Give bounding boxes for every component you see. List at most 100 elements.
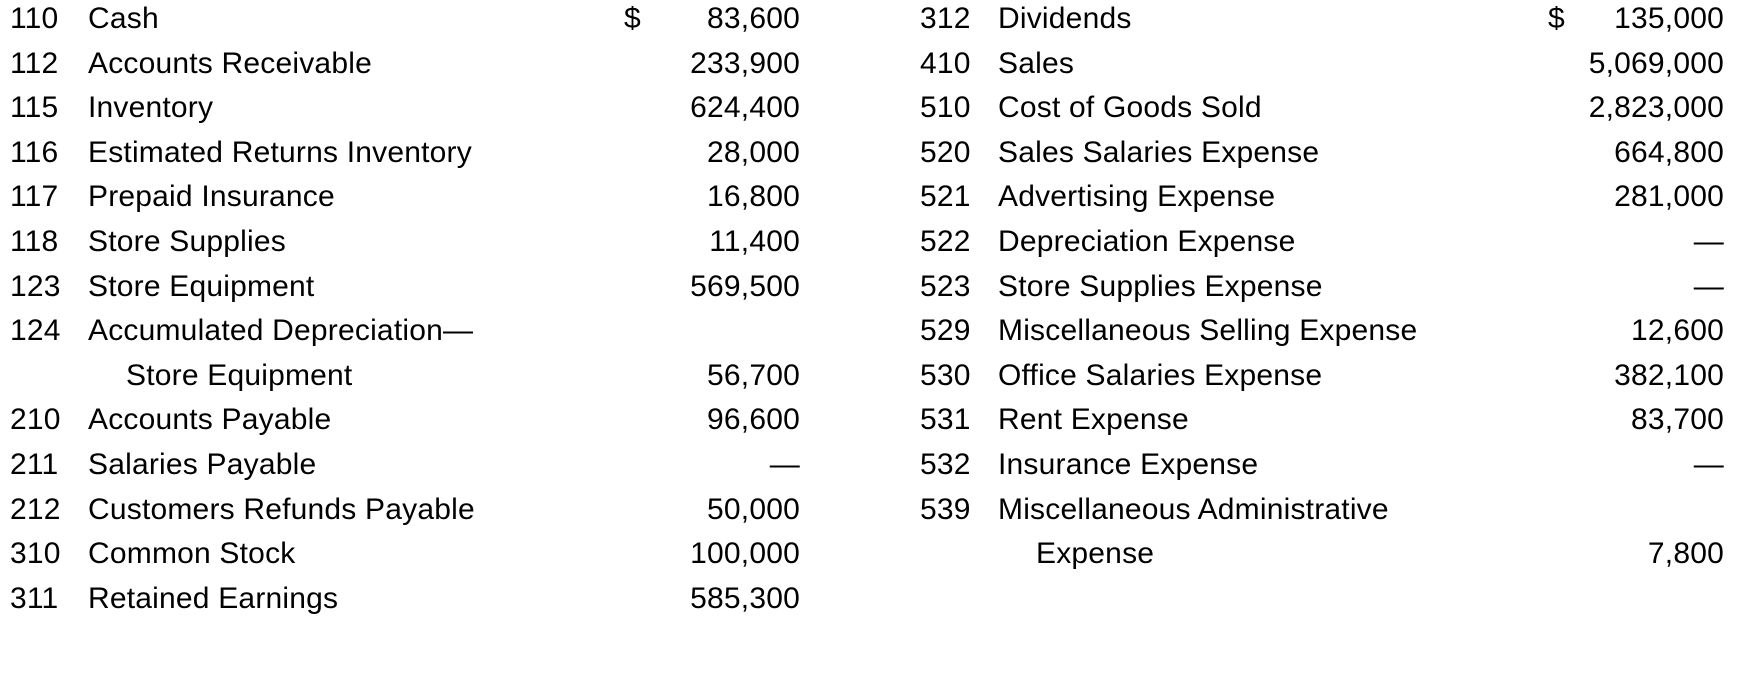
account-number: 117 bbox=[10, 182, 82, 212]
account-row: 123Store Equipment 569,500 bbox=[10, 272, 800, 317]
account-number: 112 bbox=[10, 49, 82, 79]
account-amount: 664,800 bbox=[1524, 138, 1724, 168]
account-row: 410Sales5,069,000 bbox=[920, 49, 1724, 94]
currency-symbol: $ bbox=[1548, 4, 1574, 34]
account-row: 118Store Supplies 11,400 bbox=[10, 227, 800, 272]
account-amount: — bbox=[1524, 450, 1724, 480]
account-amount: 12,600 bbox=[1524, 316, 1724, 346]
account-amount: — bbox=[1524, 272, 1724, 302]
account-row: 531Rent Expense 83,700 bbox=[920, 405, 1724, 450]
amount-value: 11,400 bbox=[650, 227, 800, 257]
amount-value: 83,700 bbox=[1574, 405, 1724, 435]
account-amount: $135,000 bbox=[1524, 4, 1724, 34]
amount-value: 100,000 bbox=[650, 539, 800, 569]
account-name: Store Supplies Expense bbox=[992, 272, 1524, 302]
account-row: 211Salaries Payable— bbox=[10, 450, 800, 495]
account-number: 212 bbox=[10, 495, 82, 525]
account-number: 123 bbox=[10, 272, 82, 302]
account-row: 115Inventory 624,400 bbox=[10, 93, 800, 138]
account-amount: 11,400 bbox=[600, 227, 800, 257]
account-name: Expense bbox=[992, 539, 1524, 569]
amount-value: 624,400 bbox=[650, 93, 800, 123]
account-name: Accumulated Depreciation— bbox=[82, 316, 600, 346]
account-amount: 7,800 bbox=[1524, 539, 1724, 569]
account-name: Store Supplies bbox=[82, 227, 600, 257]
amount-value: 12,600 bbox=[1574, 316, 1724, 346]
account-number: 312 bbox=[920, 4, 992, 34]
amount-value: 135,000 bbox=[1574, 4, 1724, 34]
account-row: 510Cost of Goods Sold 2,823,000 bbox=[920, 93, 1724, 138]
account-amount: 585,300 bbox=[600, 584, 800, 614]
account-number: 115 bbox=[10, 93, 82, 123]
account-row: 112Accounts Receivable233,900 bbox=[10, 49, 800, 94]
account-name: Inventory bbox=[82, 93, 600, 123]
account-row: 522Depreciation Expense — bbox=[920, 227, 1724, 272]
account-amount: 569,500 bbox=[600, 272, 800, 302]
account-amount: $83,600 bbox=[600, 4, 800, 34]
amount-value: 56,700 bbox=[650, 361, 800, 391]
account-number: 532 bbox=[920, 450, 992, 480]
account-name: Accounts Payable bbox=[82, 405, 600, 435]
account-number: 211 bbox=[10, 450, 82, 480]
account-number: 520 bbox=[920, 138, 992, 168]
account-name: Rent Expense bbox=[992, 405, 1524, 435]
account-name: Store Equipment bbox=[82, 272, 600, 302]
account-amount: 16,800 bbox=[600, 182, 800, 212]
account-row: 117Prepaid Insurance16,800 bbox=[10, 182, 800, 227]
account-name: Cost of Goods Sold bbox=[992, 93, 1524, 123]
account-name-continuation: Store Equipment bbox=[88, 359, 352, 392]
account-name: Accounts Receivable bbox=[82, 49, 600, 79]
amount-value: 281,000 bbox=[1574, 182, 1724, 212]
account-row: 532Insurance Expense— bbox=[920, 450, 1724, 495]
account-number: 523 bbox=[920, 272, 992, 302]
amount-value: 7,800 bbox=[1574, 539, 1724, 569]
account-row: 520Sales Salaries Expense664,800 bbox=[920, 138, 1724, 183]
amount-value: 2,823,000 bbox=[1574, 93, 1724, 123]
account-number: 311 bbox=[10, 584, 82, 614]
account-name: Salaries Payable bbox=[82, 450, 600, 480]
account-number: 521 bbox=[920, 182, 992, 212]
account-name: Office Salaries Expense bbox=[992, 361, 1524, 391]
account-name: Miscellaneous Selling Expense bbox=[992, 316, 1524, 346]
account-amount: 624,400 bbox=[600, 93, 800, 123]
account-number: 531 bbox=[920, 405, 992, 435]
account-amount: 28,000 bbox=[600, 138, 800, 168]
amount-value: 569,500 bbox=[650, 272, 800, 302]
account-amount: 5,069,000 bbox=[1524, 49, 1724, 79]
account-amount: 233,900 bbox=[600, 49, 800, 79]
amount-value: 16,800 bbox=[650, 182, 800, 212]
right-column: 312Dividends$135,000410Sales5,069,000510… bbox=[920, 4, 1724, 676]
account-amount: 56,700 bbox=[600, 361, 800, 391]
account-number: 530 bbox=[920, 361, 992, 391]
account-amount: 382,100 bbox=[1524, 361, 1724, 391]
account-name: Store Equipment bbox=[82, 361, 600, 391]
account-row: 212Customers Refunds Payable50,000 bbox=[10, 495, 800, 540]
amount-value: — bbox=[1574, 227, 1724, 257]
account-row: 530Office Salaries Expense 382,100 bbox=[920, 361, 1724, 406]
account-name: Insurance Expense bbox=[992, 450, 1524, 480]
account-row: 521Advertising Expense281,000 bbox=[920, 182, 1724, 227]
account-name: Sales bbox=[992, 49, 1524, 79]
amount-value: 382,100 bbox=[1574, 361, 1724, 391]
account-row: 116Estimated Returns Inventory28,000 bbox=[10, 138, 800, 183]
account-amount bbox=[1524, 495, 1724, 525]
account-row: 312Dividends$135,000 bbox=[920, 4, 1724, 49]
account-number: 539 bbox=[920, 495, 992, 525]
account-row: 539Miscellaneous Administrative bbox=[920, 495, 1724, 540]
account-name: Retained Earnings bbox=[82, 584, 600, 614]
amount-value: 50,000 bbox=[650, 495, 800, 525]
account-name: Sales Salaries Expense bbox=[992, 138, 1524, 168]
account-number: 210 bbox=[10, 405, 82, 435]
account-row: 310Common Stock100,000 bbox=[10, 539, 800, 584]
account-number: 118 bbox=[10, 227, 82, 257]
account-row: 523Store Supplies Expense— bbox=[920, 272, 1724, 317]
amount-value: 96,600 bbox=[650, 405, 800, 435]
account-number: 510 bbox=[920, 93, 992, 123]
account-number: 522 bbox=[920, 227, 992, 257]
account-amount: — bbox=[1524, 227, 1724, 257]
amount-value: 28,000 bbox=[650, 138, 800, 168]
account-number: 124 bbox=[10, 316, 82, 346]
account-name: Depreciation Expense bbox=[992, 227, 1524, 257]
account-amount: 100,000 bbox=[600, 539, 800, 569]
account-amount bbox=[600, 316, 800, 346]
